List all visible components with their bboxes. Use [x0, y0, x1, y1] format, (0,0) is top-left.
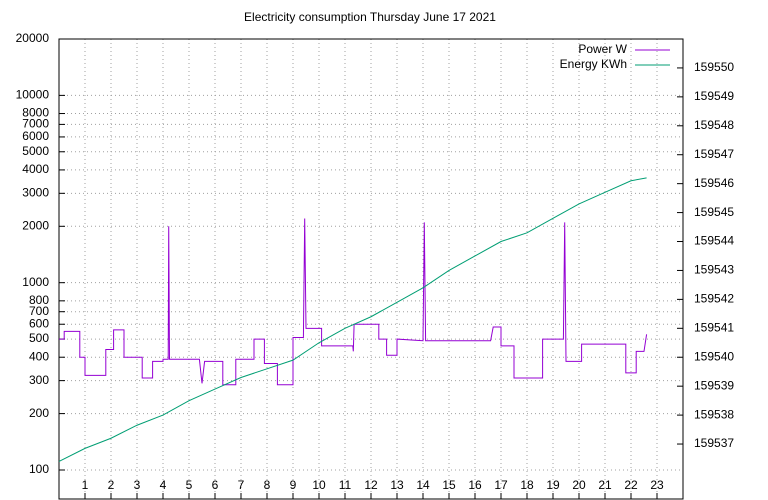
x-tick-label: 14 — [416, 478, 430, 492]
x-tick-label: 19 — [546, 478, 560, 492]
y-tick-label: 7000 — [22, 117, 49, 131]
y2-tick-label: 159539 — [694, 378, 734, 392]
y2-tick-label: 159540 — [694, 349, 734, 363]
x-tick-label: 1 — [82, 478, 89, 492]
y-tick-label: 5000 — [22, 144, 49, 158]
x-tick-label: 8 — [264, 478, 271, 492]
x-tick-label: 12 — [364, 478, 378, 492]
x-tick-label: 2 — [108, 478, 115, 492]
y2-tick-label: 159550 — [694, 60, 734, 74]
x-tick-label: 21 — [598, 478, 612, 492]
y-tick-label: 500 — [29, 331, 49, 345]
y-tick-label: 700 — [29, 304, 49, 318]
legend-label: Energy KWh — [560, 57, 627, 71]
series-line — [59, 218, 648, 386]
y-tick-label: 1000 — [22, 275, 49, 289]
y-tick-label: 10000 — [16, 88, 50, 102]
y-tick-label: 600 — [29, 316, 49, 330]
legend-label: Power W — [578, 42, 627, 56]
x-tick-label: 5 — [186, 478, 193, 492]
x-tick-label: 22 — [624, 478, 638, 492]
y2-tick-label: 159544 — [694, 234, 734, 248]
y-tick-label: 300 — [29, 373, 49, 387]
x-tick-label: 6 — [212, 478, 219, 492]
x-tick-label: 17 — [494, 478, 508, 492]
x-tick-label: 13 — [390, 478, 404, 492]
x-tick-label: 4 — [160, 478, 167, 492]
y-tick-label: 8000 — [22, 106, 49, 120]
chart-title: Electricity consumption Thursday June 17… — [244, 10, 496, 24]
series-line — [58, 177, 647, 462]
x-tick-label: 10 — [312, 478, 326, 492]
y2-tick-label: 159541 — [694, 320, 734, 334]
y-tick-label: 6000 — [22, 129, 49, 143]
y-tick-label: 200 — [29, 406, 49, 420]
y2-tick-label: 159548 — [694, 118, 734, 132]
y2-tick-label: 159542 — [694, 292, 734, 306]
y2-tick-label: 159549 — [694, 89, 734, 103]
y-tick-label: 100 — [29, 462, 49, 476]
y2-tick-label: 159543 — [694, 263, 734, 277]
y2-tick-label: 159545 — [694, 205, 734, 219]
x-tick-label: 23 — [650, 478, 664, 492]
y-tick-label: 800 — [29, 293, 49, 307]
x-tick-label: 20 — [572, 478, 586, 492]
y-tick-label: 400 — [29, 349, 49, 363]
x-tick-label: 3 — [134, 478, 141, 492]
y-tick-label: 4000 — [22, 162, 49, 176]
x-tick-label: 9 — [290, 478, 297, 492]
y2-tick-label: 159547 — [694, 147, 734, 161]
y2-tick-label: 159546 — [694, 176, 734, 190]
plot-frame — [58, 38, 684, 500]
x-tick-label: 15 — [442, 478, 456, 492]
y2-tick-label: 159538 — [694, 407, 734, 421]
y-tick-label: 3000 — [22, 185, 49, 199]
x-tick-label: 16 — [468, 478, 482, 492]
y2-tick-label: 159537 — [694, 436, 734, 450]
x-tick-label: 18 — [520, 478, 534, 492]
x-tick-label: 11 — [339, 478, 352, 492]
x-tick-label: 7 — [238, 478, 245, 492]
y-tick-label: 2000 — [22, 218, 49, 232]
y-tick-label: 20000 — [16, 31, 50, 45]
